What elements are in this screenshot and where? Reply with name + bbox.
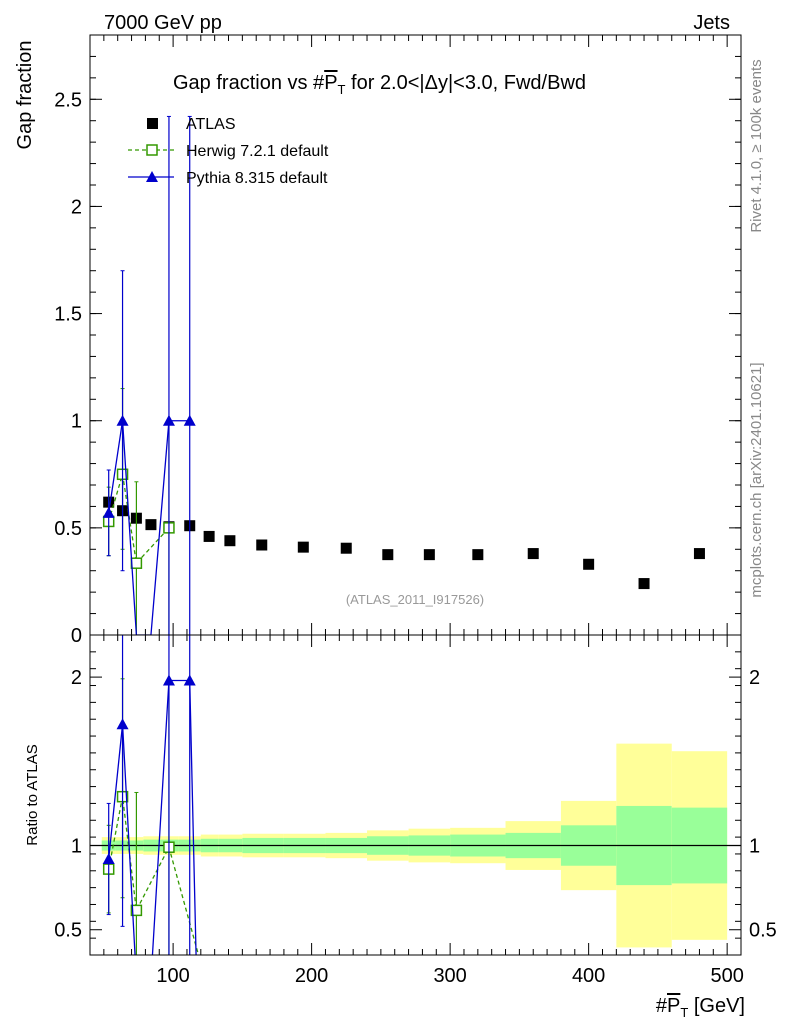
ratio-ytick-label-right: 1 [749,836,760,858]
legend-atlas-label: ATLAS [186,116,236,133]
main-ytick-label: 2 [71,196,82,218]
pythia-ratio-point [162,674,175,686]
atlas-point [583,558,595,570]
main-ytick-label: 1.5 [54,304,82,326]
ratio-series-group [102,635,200,955]
pythia-point [183,414,196,426]
atlas-point [638,578,650,590]
atlas-point [423,549,435,561]
herwig-point [130,557,143,569]
atlas-point [527,548,539,560]
atlas-point [145,519,157,531]
ratio-ytick-label: 1 [71,836,82,858]
atlas-point [224,535,236,547]
ratio-ytick-label: 2 [71,667,82,689]
main-title: Gap fraction vs #PT for 2.0<|Δy|<3.0, Fw… [173,72,586,97]
category-label: Jets [693,12,730,34]
pythia-point [162,414,175,426]
ratio-xtick-label: 400 [572,965,605,987]
herwig-ratio-point [130,904,143,917]
pythia-ratio-point [102,853,115,864]
ratio-xtick-label: 500 [710,965,743,987]
atlas-point [256,539,268,551]
legend-pythia-marker [146,171,158,182]
ratio-ytick-label: 0.5 [54,920,82,942]
pythia-ratio-point [183,674,196,686]
legend-pythia-label: Pythia 8.315 default [186,170,328,187]
ratio-y-label: Ratio to ATLAS [24,744,41,845]
atlas-point [203,530,215,542]
ratio-ytick-label-right: 2 [749,667,760,689]
legend: ATLAS Herwig 7.2.1 default Pythia 8.315 … [128,116,329,187]
atlas-point [297,541,309,553]
atlas-point [382,549,394,561]
ratio-ytick-label-right: 0.5 [749,920,777,942]
main-ytick-label: 1 [71,411,82,433]
main-series-group [102,115,705,635]
ratio-xtick-label: 300 [433,965,466,987]
pythia-ratio-point [116,718,129,730]
legend-herwig-label: Herwig 7.2.1 default [186,143,329,160]
legend-atlas-marker [147,118,158,129]
herwig-ratio-line [108,796,200,955]
ratio-frame [89,634,742,956]
atlas-point [693,548,705,560]
atlas-point [472,549,484,561]
energy-label: 7000 GeV pp [104,12,222,34]
ratio-panel: 0.5 0.5 1 1 2 2 100 200 300 400 500 Ratio to ATLAS… [24,634,777,1020]
atlas-point [340,542,352,554]
ratio-xtick-label: 200 [295,965,328,987]
pythia-point [102,506,115,518]
ratio-xtick-label: 100 [156,965,189,987]
rivet-label: Rivet 4.1.0, ≥ 100k events [748,59,765,232]
main-panel: 0 0.5 1 1.5 2 2.5 Gap fraction vs #PT for 2.0… [14,34,742,647]
main-y-label: Gap fraction [14,41,36,150]
main-ytick-label: 0 [71,625,82,647]
main-axes: 0 0.5 1 1.5 2 2.5 [54,35,741,647]
mcplots-label: mcplots.cern.ch [arXiv:2401.10621] [748,362,765,597]
main-ytick-label: 0.5 [54,518,82,540]
legend-herwig-marker [146,144,158,156]
pythia-line [108,420,190,635]
analysis-label: (ATLAS_2011_I917526) [346,592,484,607]
main-ytick-label: 2.5 [54,89,82,111]
pythia-point [116,414,129,426]
x-axis-label: #PT [GeV] [656,995,745,1020]
